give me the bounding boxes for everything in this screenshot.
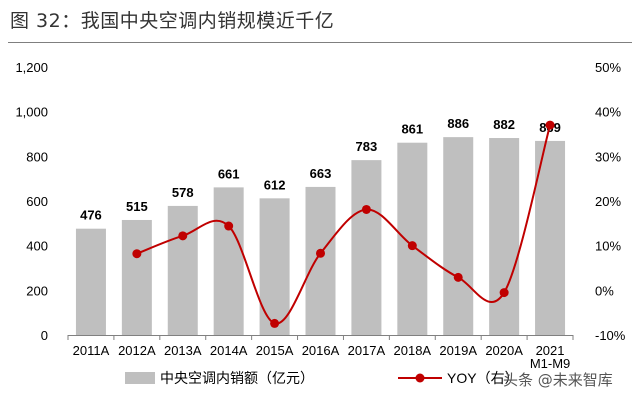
- yoy-point: [178, 231, 188, 241]
- bar: [121, 219, 152, 335]
- yoy-point: [407, 241, 417, 251]
- yoy-point: [453, 272, 463, 282]
- bar: [213, 187, 244, 335]
- bar: [75, 228, 106, 335]
- bar: [397, 142, 428, 335]
- yoy-point: [270, 318, 280, 328]
- y-right-tick-label: 10%: [595, 239, 621, 254]
- x-axis-tick-label: 2020A: [485, 343, 523, 358]
- watermark-text: 头条 @未来智库: [503, 371, 613, 389]
- bar-value-label: 612: [264, 177, 286, 192]
- title-divider: [8, 42, 632, 43]
- yoy-point: [224, 221, 234, 231]
- watermark: 头条 @未来智库: [503, 369, 613, 390]
- bar: [535, 140, 566, 335]
- x-axis-tick-label: 2015A: [256, 343, 294, 358]
- bar-value-label: 578: [172, 185, 194, 200]
- x-axis-tick-label: 2011A: [73, 343, 110, 358]
- y-right-tick-label: -10%: [595, 328, 626, 343]
- x-axis-tick-label: 2013A: [164, 343, 202, 358]
- bar: [305, 186, 336, 335]
- yoy-point: [361, 204, 371, 214]
- figure-title: 图 32：我国中央空调内销规模近千亿: [10, 10, 335, 32]
- yoy-point: [545, 120, 555, 130]
- bar-value-label: 882: [493, 117, 515, 132]
- legend-line-marker: [415, 373, 425, 383]
- x-axis-tick-label: M1-M9: [530, 356, 570, 371]
- bar-value-label: 661: [218, 166, 240, 181]
- legend-line-label: YOY（右）: [447, 370, 519, 386]
- bar: [489, 138, 520, 335]
- bar-value-label: 886: [447, 116, 469, 131]
- bar: [351, 160, 382, 335]
- x-axis-tick-label: 2021: [536, 343, 565, 358]
- bar: [167, 205, 198, 335]
- legend-bar-swatch: [125, 372, 155, 384]
- y-left-tick-label: 1,200: [15, 60, 48, 75]
- yoy-line: [136, 124, 552, 325]
- y-right-tick-label: 20%: [595, 194, 621, 209]
- bar: [443, 137, 474, 335]
- y-left-tick-label: 600: [26, 194, 48, 209]
- yoy-point: [316, 248, 325, 258]
- legend-bar-label: 中央空调内销额（亿元）: [160, 370, 314, 386]
- bar-value-label: 861: [401, 122, 423, 137]
- y-right-tick-label: 50%: [595, 60, 621, 75]
- y-left-tick-label: 400: [26, 239, 48, 254]
- y-right-tick-label: 40%: [595, 105, 621, 120]
- y-right-tick-label: 0%: [595, 283, 614, 298]
- x-axis-tick-label: 2012A: [118, 343, 156, 358]
- x-axis-tick-label: 2018A: [394, 343, 432, 358]
- x-axis-tick-label: 2017A: [348, 343, 386, 358]
- y-left-tick-label: 800: [26, 149, 48, 164]
- y-left-tick-label: 200: [26, 283, 48, 298]
- bar: [259, 198, 290, 335]
- yoy-point: [499, 288, 509, 298]
- y-right-tick-label: 30%: [595, 149, 621, 164]
- y-left-tick-label: 0: [41, 328, 48, 343]
- y-left-tick-label: 1,000: [15, 105, 48, 120]
- bar-value-label: 663: [310, 166, 332, 181]
- x-axis-tick-label: 2016A: [302, 343, 340, 358]
- bar-value-label: 783: [356, 139, 378, 154]
- x-axis-tick-label: 2014A: [210, 343, 248, 358]
- bar-value-label: 515: [126, 199, 148, 214]
- x-axis-tick-label: 2019A: [439, 343, 477, 358]
- yoy-point: [132, 249, 142, 259]
- bar-value-label: 476: [80, 208, 102, 223]
